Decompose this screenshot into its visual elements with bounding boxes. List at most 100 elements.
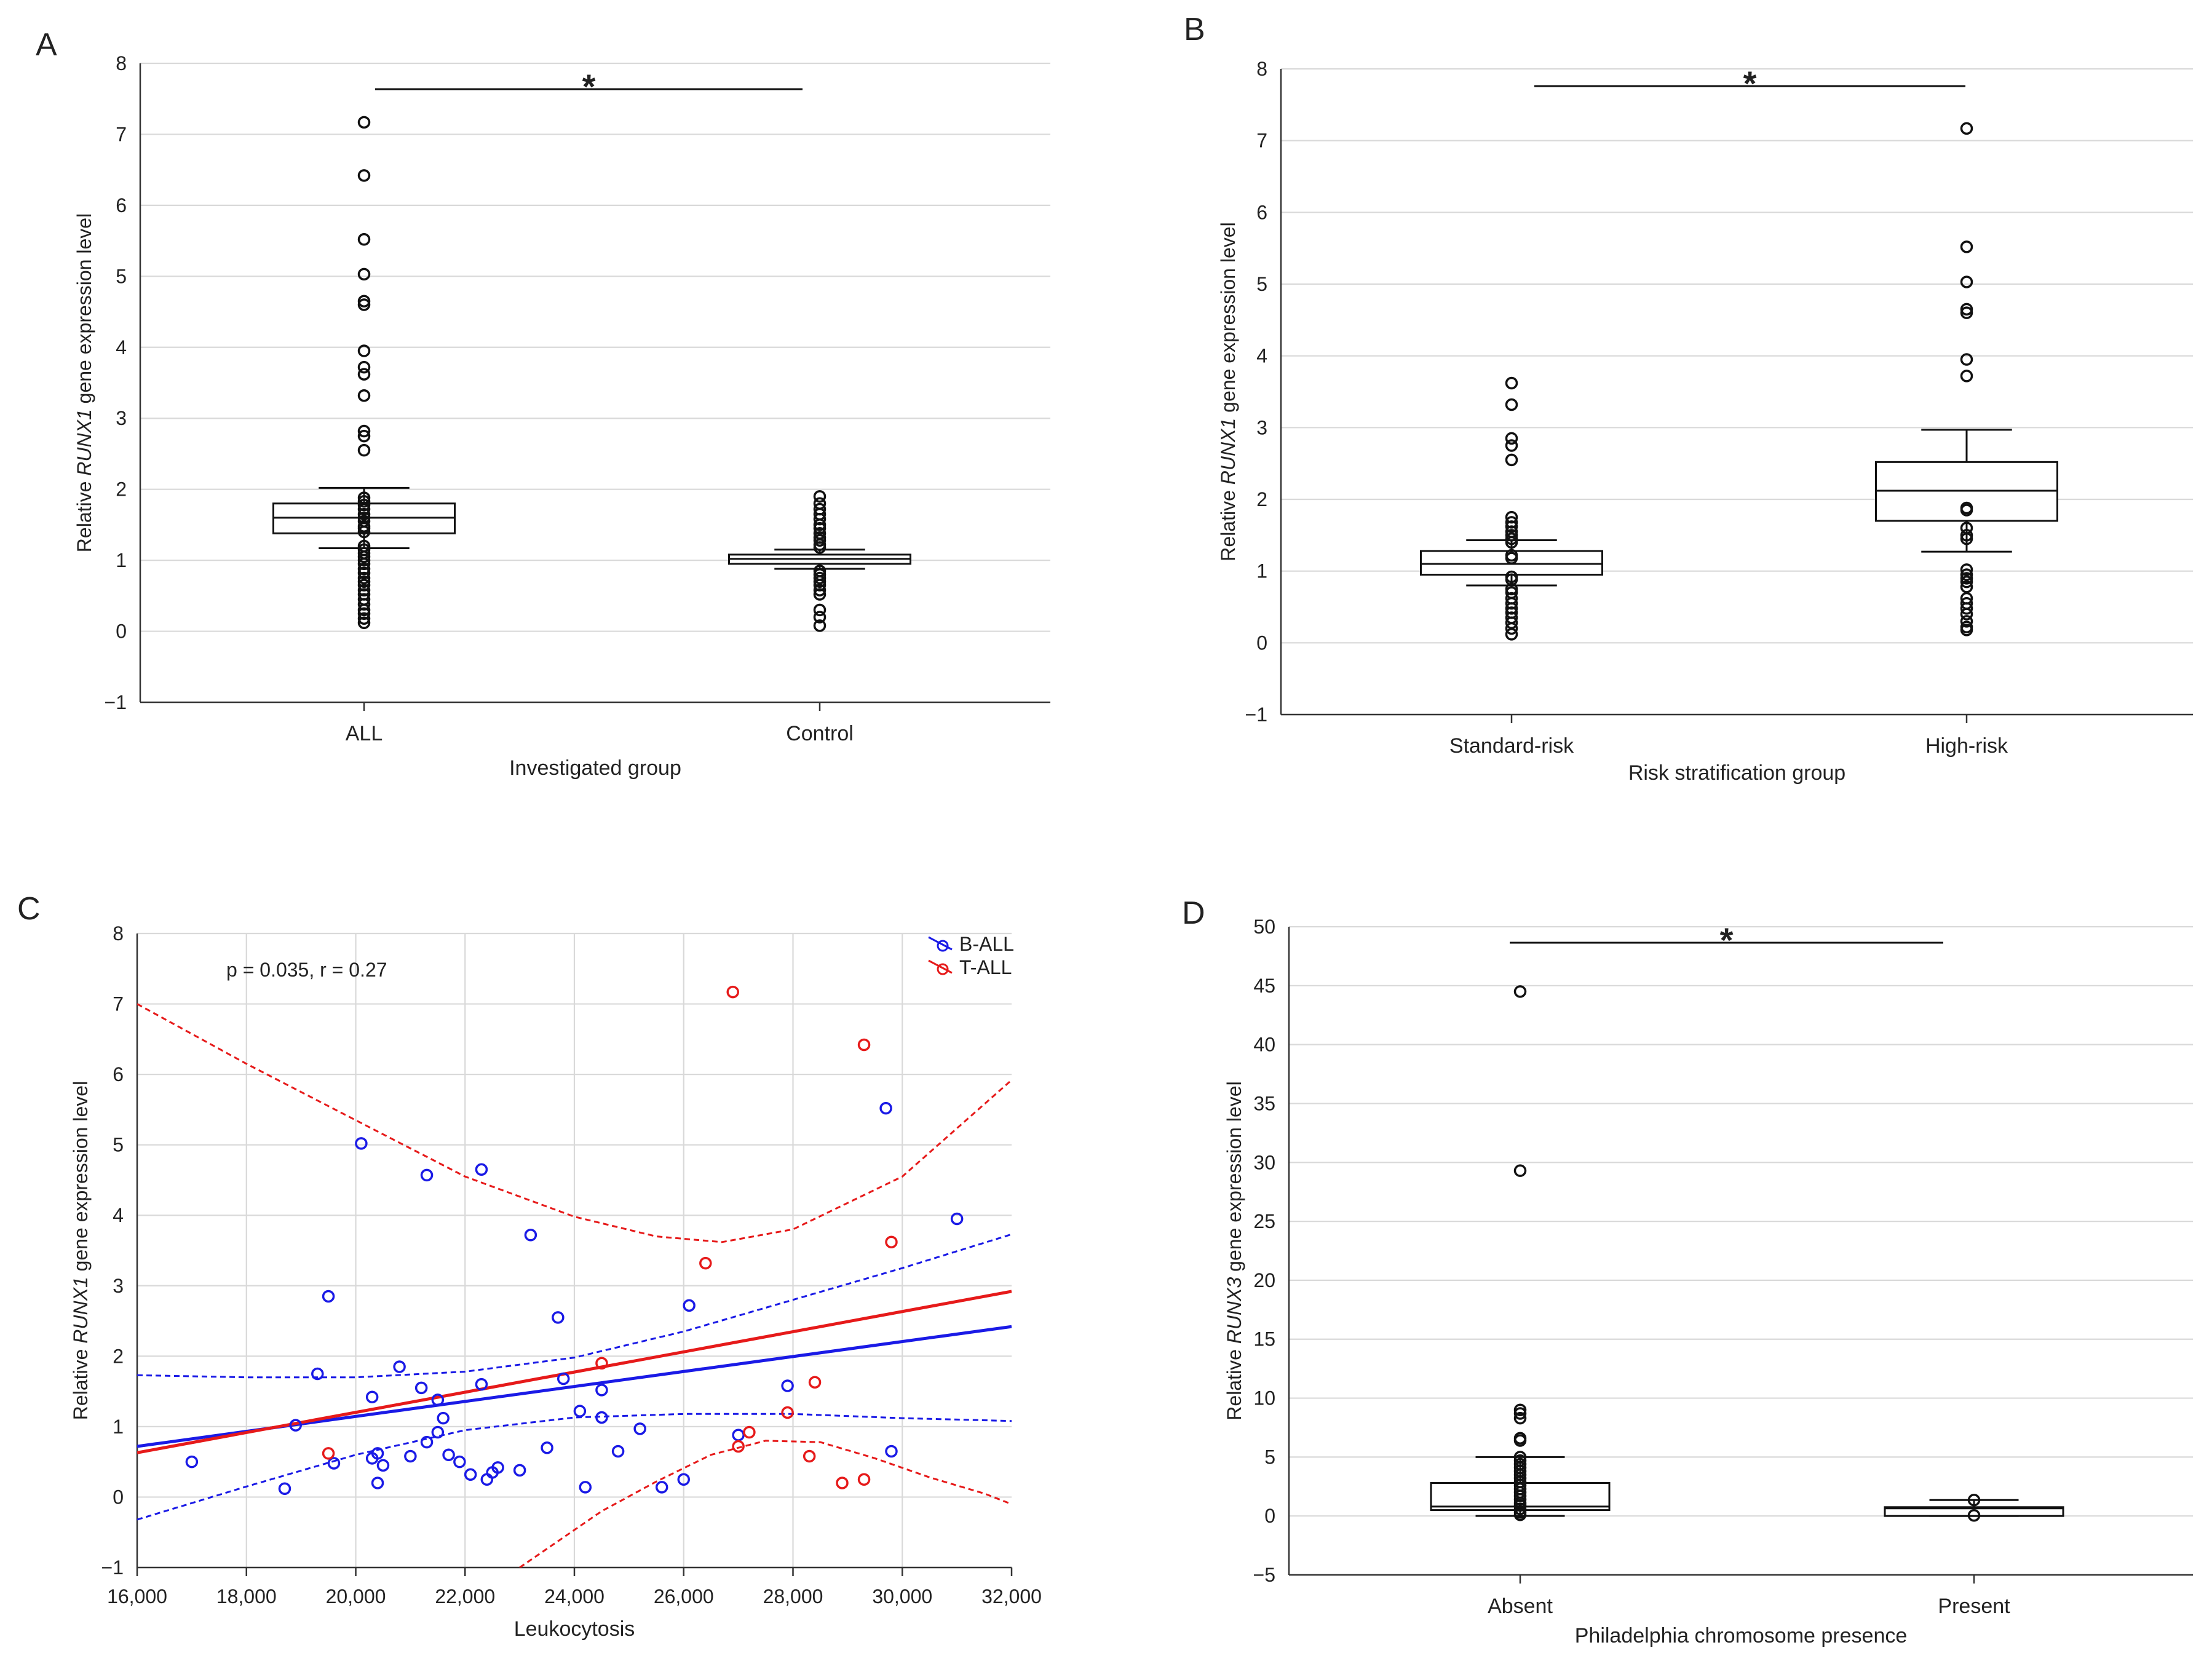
data-point-B-ALL: [677, 1473, 690, 1486]
y-axis-label-part: RUNX3: [1223, 1277, 1245, 1344]
y-tick-label: 15: [1253, 1328, 1275, 1350]
data-point: [1505, 432, 1518, 445]
y-tick-label: 4: [113, 1204, 124, 1226]
y-axis-label-part: gene expression level: [73, 213, 95, 409]
data-point: [1505, 510, 1518, 524]
data-point-B-ALL: [311, 1367, 324, 1381]
data-point: [1960, 529, 1973, 542]
y-tick-label: 0: [1264, 1505, 1275, 1527]
data-point: [813, 584, 827, 597]
data-point: [357, 295, 371, 307]
y-tick-label: 0: [1256, 632, 1267, 654]
data-point: [813, 588, 827, 601]
data-point: [1967, 1508, 1981, 1522]
data-point: [357, 521, 371, 535]
x-tick-label: 26,000: [654, 1585, 714, 1607]
box-iqr: [1884, 1506, 2064, 1517]
data-point: [1960, 122, 1973, 135]
data-point: [357, 557, 371, 571]
data-point-B-ALL: [431, 1425, 445, 1439]
legend-label-B-ALL: B-ALL: [959, 933, 1014, 955]
y-tick-label: 4: [1256, 345, 1267, 367]
y-tick-label: 35: [1253, 1092, 1275, 1114]
x-tick-label: 24,000: [544, 1585, 605, 1607]
data-point-B-ALL: [371, 1447, 384, 1460]
significance-marker: *: [582, 67, 596, 106]
x-category-label: Absent: [1488, 1595, 1553, 1618]
data-point: [357, 612, 371, 625]
data-point-B-ALL: [524, 1229, 537, 1242]
x-category-label: Standard-risk: [1449, 734, 1574, 758]
data-point-B-ALL: [289, 1419, 302, 1432]
data-point: [357, 368, 371, 381]
y-tick-label: 0: [113, 1486, 124, 1508]
data-point: [1960, 532, 1973, 545]
panel-b-chart: B −1 0 1 2 3 4 5 6 7 8 Relative RUNX1 gene express…: [1184, 12, 2193, 785]
data-point: [357, 298, 371, 311]
data-point-B-ALL: [371, 1477, 384, 1489]
legend-label-T-ALL: T-ALL: [959, 956, 1012, 978]
data-point-B-ALL: [541, 1441, 553, 1454]
data-point-B-ALL: [327, 1457, 341, 1470]
confidence-band-lower-T-ALL: [519, 1440, 1012, 1568]
data-point-B-ALL: [552, 1311, 565, 1324]
data-point: [1960, 563, 1973, 576]
y-tick-label: 6: [113, 1063, 124, 1085]
data-point-B-ALL: [475, 1378, 488, 1391]
data-point: [1960, 303, 1973, 316]
data-point: [357, 616, 371, 629]
data-point-B-ALL: [579, 1481, 592, 1494]
data-point: [1960, 602, 1973, 615]
data-point: [357, 169, 371, 182]
y-axis-label-part: Relative: [73, 476, 95, 553]
data-point: [813, 521, 827, 535]
data-point: [1505, 622, 1518, 635]
y-tick-label: 5: [116, 265, 127, 287]
panel-c-chart: C −1 0 1 2 3 4 5 6 7 8 Relative RUNX1 gene express…: [17, 891, 1042, 1641]
data-point: [357, 389, 371, 402]
x-tick-label: 20,000: [326, 1585, 386, 1607]
data-point-B-ALL: [431, 1393, 445, 1406]
significance-marker: *: [1720, 921, 1734, 959]
y-axis-label: Relative RUNX3 gene expression level: [1223, 1081, 1245, 1420]
data-point: [357, 575, 371, 588]
y-tick-label: 8: [116, 52, 127, 74]
data-point-B-ALL: [879, 1101, 892, 1115]
y-tick-label: −1: [101, 1556, 124, 1579]
data-point: [1505, 398, 1518, 411]
data-point-B-ALL: [557, 1372, 570, 1385]
x-axis-label: Leukocytosis: [514, 1617, 635, 1641]
data-point: [1513, 1502, 1527, 1515]
y-tick-label: −5: [1253, 1564, 1275, 1586]
data-point: [1960, 276, 1973, 288]
y-tick-label: 6: [1256, 201, 1267, 223]
data-point-T-ALL: [781, 1406, 794, 1419]
data-point: [813, 611, 827, 624]
data-point-T-ALL: [885, 1235, 898, 1249]
y-axis-label-part: gene expression level: [1217, 222, 1239, 418]
data-point-B-ALL: [595, 1411, 608, 1424]
data-point: [357, 507, 371, 521]
data-point-T-ALL: [322, 1447, 335, 1460]
y-tick-label: 30: [1253, 1151, 1275, 1173]
x-axis-label: Risk stratification group: [1628, 761, 1845, 785]
data-point-B-ALL: [595, 1384, 608, 1397]
data-point: [1960, 353, 1973, 366]
y-axis-label: Relative RUNX1 gene expression level: [1217, 222, 1239, 561]
x-tick-label: 32,000: [981, 1585, 1042, 1607]
data-point: [357, 607, 371, 620]
data-point: [813, 579, 827, 592]
panel-c-letter: C: [17, 891, 41, 927]
y-axis-label: Relative RUNX1 gene expression level: [69, 1081, 92, 1420]
data-point: [813, 575, 827, 588]
data-point: [813, 490, 827, 503]
data-point: [357, 553, 371, 567]
y-tick-label: 5: [1256, 273, 1267, 295]
y-tick-label: 10: [1253, 1387, 1275, 1409]
data-point-B-ALL: [322, 1290, 335, 1303]
panel-a-chart: A −1 0 1 2 3 4 5 6 7 8 Relative RUNX1 gene express…: [36, 27, 1050, 780]
data-point-B-ALL: [420, 1168, 434, 1182]
data-point: [1960, 504, 1973, 517]
data-point: [813, 512, 827, 526]
x-tick-label: 30,000: [872, 1585, 932, 1607]
